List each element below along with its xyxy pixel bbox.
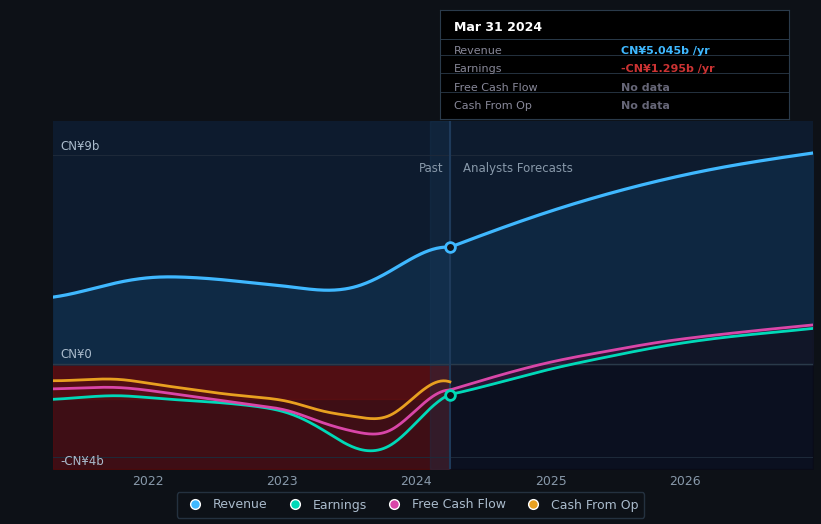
Text: Revenue: Revenue (454, 46, 502, 56)
Text: No data: No data (621, 83, 671, 93)
Text: CN¥5.045b /yr: CN¥5.045b /yr (621, 46, 710, 56)
Text: Mar 31 2024: Mar 31 2024 (454, 21, 542, 35)
Text: Free Cash Flow: Free Cash Flow (454, 83, 538, 93)
Text: -CN¥1.295b /yr: -CN¥1.295b /yr (621, 64, 715, 74)
Text: Cash From Op: Cash From Op (454, 102, 532, 112)
Text: Analysts Forecasts: Analysts Forecasts (463, 162, 573, 176)
Text: CN¥0: CN¥0 (60, 348, 92, 361)
Text: No data: No data (621, 102, 671, 112)
Text: Earnings: Earnings (454, 64, 502, 74)
Text: -CN¥4b: -CN¥4b (60, 455, 103, 468)
Legend: Revenue, Earnings, Free Cash Flow, Cash From Op: Revenue, Earnings, Free Cash Flow, Cash … (177, 492, 644, 518)
Text: Past: Past (419, 162, 443, 176)
Text: CN¥9b: CN¥9b (60, 140, 99, 153)
